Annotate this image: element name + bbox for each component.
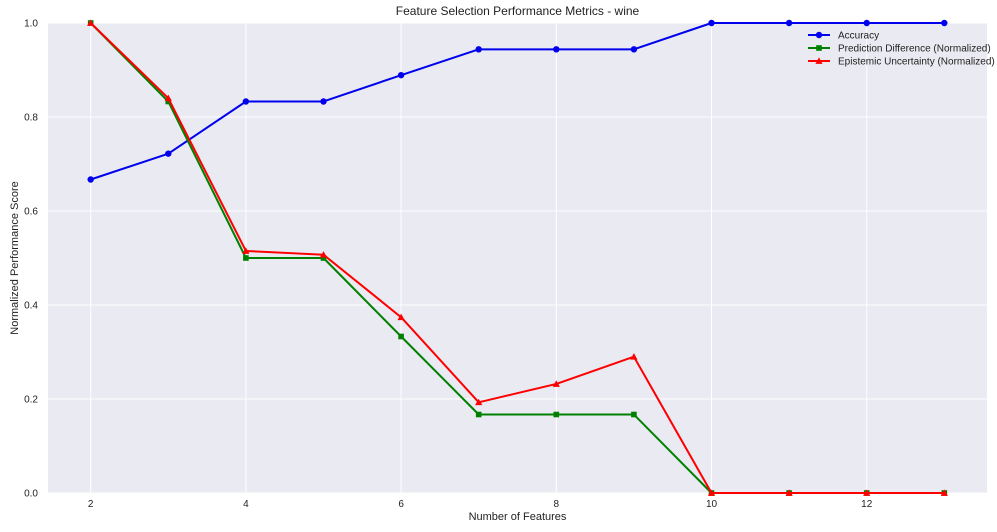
data-point [631,411,637,418]
data-point [941,19,948,27]
data-point [242,98,250,105]
data-point [243,255,249,261]
data-point [397,71,405,79]
data-point [863,489,871,496]
data-point [475,398,483,406]
y-tick-label: 0.6 [24,207,38,218]
data-point [475,46,482,53]
data-point [165,98,172,105]
x-tick-label: 10 [706,499,718,510]
tick-labels: 2 4 6 8 10 12 0.0 0.2 0.4 0.6 0.8 1.0 [24,19,873,511]
y-tick-label: 1.0 [24,19,38,30]
series-group [87,19,948,496]
data-point [553,411,560,418]
data-point [320,255,327,261]
data-point [398,333,404,340]
legend-item: Prediction Difference (Normalized) [808,44,991,55]
legend-item: Accuracy [808,31,879,42]
y-axis-label: Normalized Performance Score [9,181,21,334]
data-point [87,19,95,26]
y-tick-label: 0.8 [24,113,38,124]
data-point [320,98,327,105]
legend-item: Epistemic Uncertainty (Normalized) [808,57,995,68]
data-point [940,489,948,496]
data-point [475,411,482,418]
legend-marker [815,31,823,39]
y-tick-label: 0.4 [24,301,38,312]
data-point [164,94,172,102]
data-point [165,150,172,157]
legend-label: Prediction Difference (Normalized) [838,44,991,55]
data-point [87,176,94,183]
data-point [552,380,560,387]
data-point [630,353,638,360]
x-axis-label: Number of Features [469,511,567,523]
grid [48,22,987,494]
x-tick-label: 2 [88,499,94,510]
legend-marker [815,57,823,64]
y-tick-label: 0.2 [24,395,38,406]
data-point [707,489,716,496]
data-point [785,489,793,496]
chart-title: Feature Selection Performance Metrics - … [396,4,640,18]
x-tick-label: 8 [554,499,560,510]
data-point [708,19,715,27]
legend-label: Epistemic Uncertainty (Normalized) [838,57,995,68]
series-line [89,22,945,494]
series-0 [87,19,948,183]
legend-marker [816,45,822,51]
series-line [90,22,945,181]
x-tick-label: 6 [398,499,404,510]
legend-label: Accuracy [838,31,879,42]
data-point [553,46,560,53]
plot-area [48,23,987,493]
data-point [785,19,793,27]
data-point [242,247,250,254]
x-tick-label: 4 [243,499,249,510]
data-point [397,313,405,321]
legend: Accuracy Prediction Difference (Normalize… [808,31,995,68]
data-point [863,19,870,27]
series-2 [87,19,948,496]
data-point [319,251,328,258]
data-point [630,46,638,53]
y-tick-label: 0.0 [24,489,38,500]
x-tick-label: 12 [861,499,873,510]
